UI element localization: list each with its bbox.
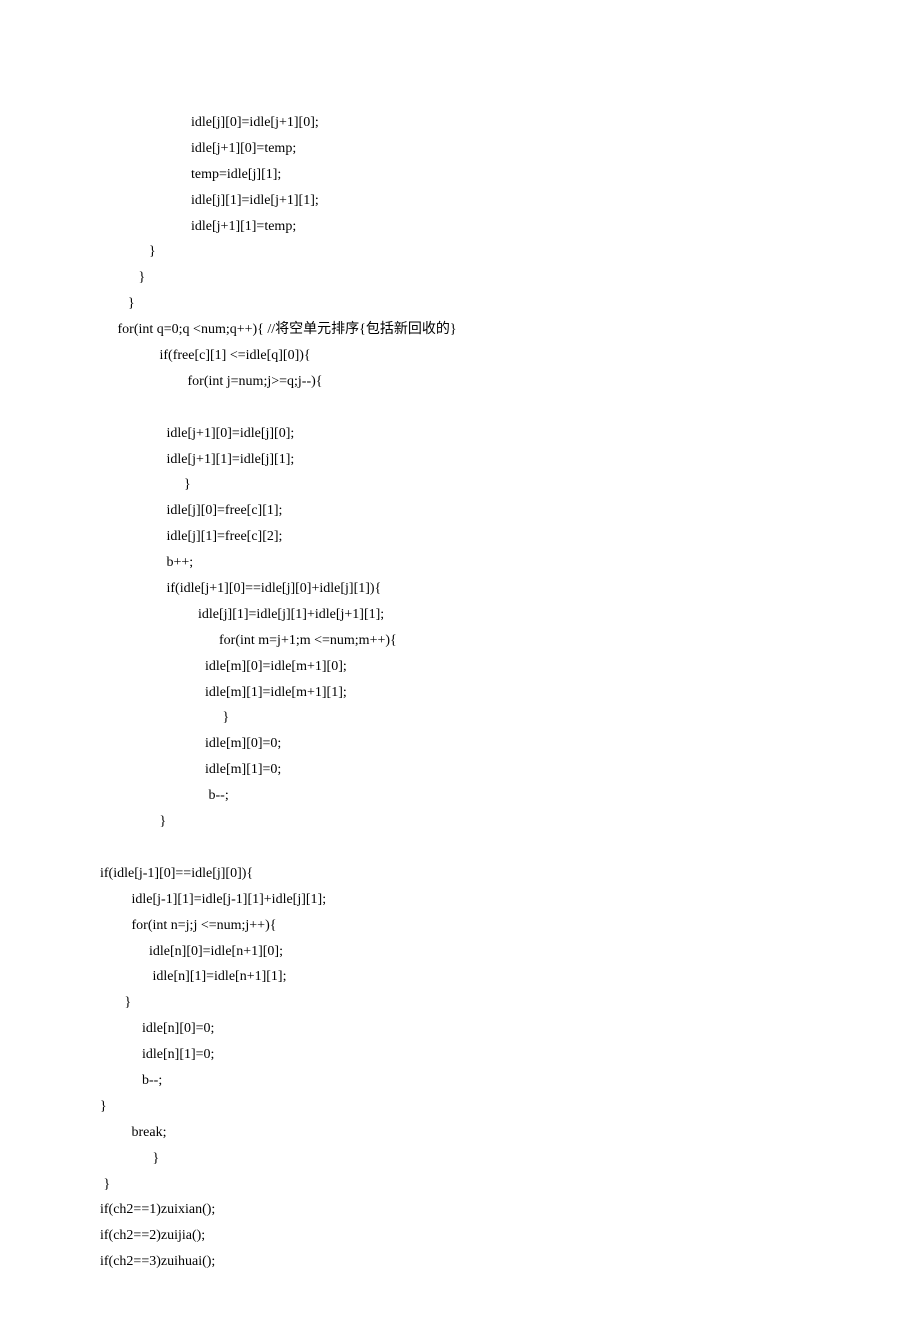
code-line: idle[m][1]=0; bbox=[100, 757, 820, 783]
code-line: idle[j+1][1]=idle[j][1]; bbox=[100, 447, 820, 473]
code-line: } bbox=[100, 291, 820, 317]
code-line: } bbox=[100, 1094, 820, 1120]
code-line: idle[j+1][0]=temp; bbox=[100, 136, 820, 162]
code-line: for(int q=0;q <num;q++){ //将空单元排序{包括新回收的… bbox=[100, 317, 820, 343]
code-line: idle[n][0]=0; bbox=[100, 1016, 820, 1042]
code-line: } bbox=[100, 1172, 820, 1198]
code-line: idle[j][1]=free[c][2]; bbox=[100, 524, 820, 550]
code-line bbox=[100, 395, 820, 421]
code-line: idle[j][0]=free[c][1]; bbox=[100, 498, 820, 524]
code-line: idle[m][0]=0; bbox=[100, 731, 820, 757]
code-line: break; bbox=[100, 1120, 820, 1146]
code-block: idle[j][0]=idle[j+1][0]; idle[j+1][0]=te… bbox=[100, 110, 820, 1275]
code-line: b++; bbox=[100, 550, 820, 576]
code-line: } bbox=[100, 472, 820, 498]
code-line: for(int m=j+1;m <=num;m++){ bbox=[100, 628, 820, 654]
code-line: if(ch2==3)zuihuai(); bbox=[100, 1249, 820, 1275]
code-line: idle[j][1]=idle[j+1][1]; bbox=[100, 188, 820, 214]
code-line: temp=idle[j][1]; bbox=[100, 162, 820, 188]
code-line: if(idle[j-1][0]==idle[j][0]){ bbox=[100, 861, 820, 887]
code-line: } bbox=[100, 990, 820, 1016]
code-line: } bbox=[100, 705, 820, 731]
code-line: idle[n][1]=idle[n+1][1]; bbox=[100, 964, 820, 990]
code-line: b--; bbox=[100, 783, 820, 809]
code-line: idle[n][1]=0; bbox=[100, 1042, 820, 1068]
code-line: for(int n=j;j <=num;j++){ bbox=[100, 913, 820, 939]
code-line: idle[j-1][1]=idle[j-1][1]+idle[j][1]; bbox=[100, 887, 820, 913]
code-line: idle[j][1]=idle[j][1]+idle[j+1][1]; bbox=[100, 602, 820, 628]
code-line: if(idle[j+1][0]==idle[j][0]+idle[j][1]){ bbox=[100, 576, 820, 602]
code-line: idle[m][0]=idle[m+1][0]; bbox=[100, 654, 820, 680]
code-page: idle[j][0]=idle[j+1][0]; idle[j+1][0]=te… bbox=[0, 0, 920, 1335]
code-line: for(int j=num;j>=q;j--){ bbox=[100, 369, 820, 395]
code-line: } bbox=[100, 1146, 820, 1172]
code-line: if(ch2==1)zuixian(); bbox=[100, 1197, 820, 1223]
code-line: if(free[c][1] <=idle[q][0]){ bbox=[100, 343, 820, 369]
code-line bbox=[100, 835, 820, 861]
code-line: } bbox=[100, 239, 820, 265]
code-line: idle[n][0]=idle[n+1][0]; bbox=[100, 939, 820, 965]
code-line: b--; bbox=[100, 1068, 820, 1094]
code-line: idle[m][1]=idle[m+1][1]; bbox=[100, 680, 820, 706]
code-line: idle[j+1][1]=temp; bbox=[100, 214, 820, 240]
code-line: idle[j][0]=idle[j+1][0]; bbox=[100, 110, 820, 136]
code-line: if(ch2==2)zuijia(); bbox=[100, 1223, 820, 1249]
code-line: idle[j+1][0]=idle[j][0]; bbox=[100, 421, 820, 447]
code-line: } bbox=[100, 265, 820, 291]
code-line: } bbox=[100, 809, 820, 835]
